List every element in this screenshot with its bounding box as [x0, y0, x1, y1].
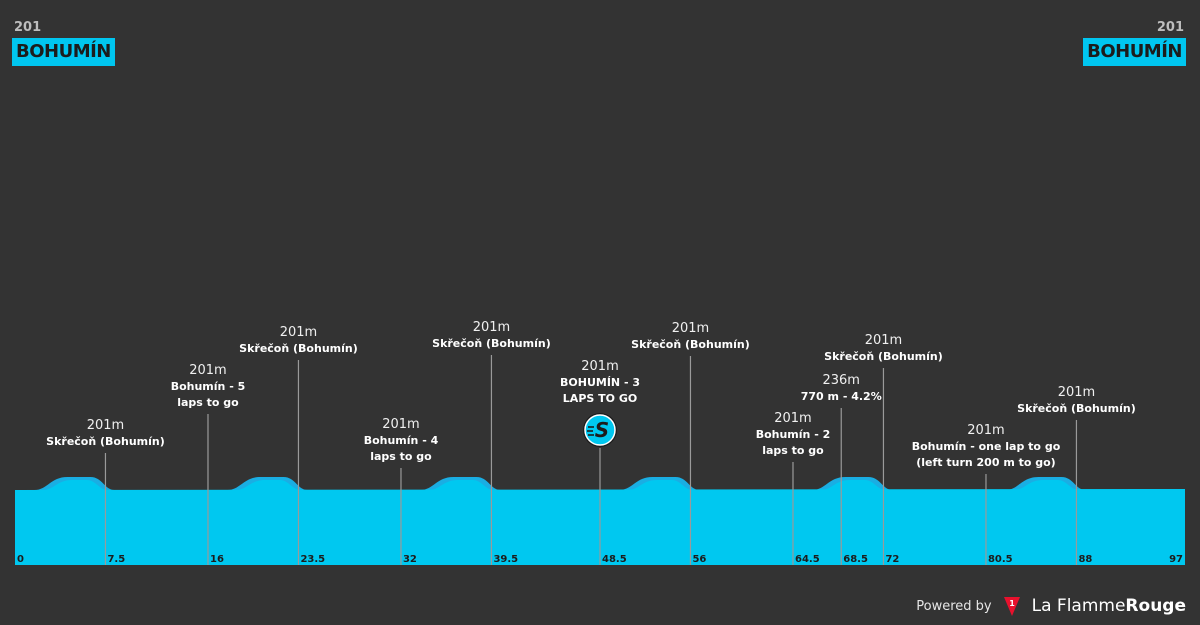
- annotation-label: Bohumín - 4: [364, 434, 439, 447]
- annotation-altitude: 201m: [382, 417, 419, 432]
- elevation-profile-chart: 201m Skřečoň (Bohumín) 201m Bohumín - 5 laps…: [15, 320, 1185, 565]
- brand-name-bold: Rouge: [1125, 596, 1186, 616]
- annotation-label: Bohumín - 5: [171, 380, 246, 393]
- hills-layer: [34, 477, 1086, 490]
- annotation-2: 201m Skřečoň (Bohumín): [239, 325, 358, 565]
- footer: Powered by 1 La FlammeRouge: [916, 595, 1186, 617]
- annotation-label: laps to go: [177, 396, 239, 409]
- annotation-label: laps to go: [762, 444, 824, 457]
- annotation-altitude: 201m: [581, 359, 618, 374]
- annotation-label: Skřečoň (Bohumín): [824, 350, 943, 363]
- x-axis-ticks: 0 7.5 16 23.5 32 39.5 48.5 56 64.5 68.5 72 80.5 88 97: [17, 554, 1183, 565]
- annotation-label: Skřečoň (Bohumín): [1017, 402, 1136, 415]
- x-tick-label: 80.5: [988, 554, 1013, 565]
- annotation-4: 201m Skřečoň (Bohumín): [432, 320, 551, 565]
- annotation-6: 201m Skřečoň (Bohumín): [631, 321, 750, 565]
- x-tick-label: 0: [17, 554, 24, 565]
- powered-by-text: Powered by: [916, 598, 992, 614]
- annotation-label: BOHUMÍN - 3: [560, 376, 640, 389]
- annotation-altitude: 201m: [967, 423, 1004, 438]
- x-tick-label: 97: [1169, 554, 1183, 565]
- x-tick-label: 64.5: [795, 554, 820, 565]
- annotation-11: 201m Skřečoň (Bohumín): [1017, 385, 1136, 565]
- annotation-10: 201m Bohumín - one lap to go (left turn 20…: [912, 423, 1061, 565]
- annotation-altitude: 201m: [473, 320, 510, 335]
- climb-hill-top-4: [820, 480, 887, 490]
- start-location-label: BOHUMÍN: [12, 38, 115, 66]
- annotation-label: Bohumín - one lap to go: [912, 440, 1061, 453]
- annotation-label: 770 m - 4.2%: [801, 390, 882, 403]
- x-tick-label: 7.5: [107, 554, 125, 565]
- markers-layer: 201m Skřečoň (Bohumín) 201m Bohumín - 5 laps…: [46, 320, 1136, 565]
- climb-hill-top-5: [1013, 480, 1080, 490]
- annotation-label: Skřečoň (Bohumín): [239, 342, 358, 355]
- annotation-altitude: 201m: [280, 325, 317, 340]
- climb-hill-top-1: [235, 480, 302, 490]
- annotation-0: 201m Skřečoň (Bohumín): [46, 418, 165, 565]
- annotation-label: Bohumín - 2: [756, 428, 831, 441]
- annotation-altitude: 201m: [865, 333, 902, 348]
- x-tick-label: 16: [210, 554, 224, 565]
- annotation-8: 236m 770 m - 4.2%: [801, 373, 882, 565]
- finish-location-label: BOHUMÍN: [1083, 38, 1186, 66]
- annotation-9: 201m Skřečoň (Bohumín): [824, 333, 943, 565]
- brand-name: La FlammeRouge: [1032, 596, 1186, 616]
- finish-altitude: 201: [1156, 20, 1184, 35]
- sprint-icon: S: [583, 413, 617, 447]
- brand-name-light: La Flamme: [1031, 596, 1126, 616]
- annotation-altitude: 201m: [1058, 385, 1095, 400]
- annotation-1: 201m Bohumín - 5 laps to go: [171, 363, 246, 565]
- start-altitude: 201: [14, 20, 42, 35]
- x-tick-label: 88: [1078, 554, 1092, 565]
- x-tick-label: 32: [403, 554, 417, 565]
- x-tick-label: 68.5: [843, 554, 868, 565]
- annotation-label: Skřečoň (Bohumín): [432, 337, 551, 350]
- annotation-label: Skřečoň (Bohumín): [631, 338, 750, 351]
- annotation-label: LAPS TO GO: [563, 392, 637, 405]
- annotation-7: 201m Bohumín - 2 laps to go: [756, 411, 831, 565]
- flame-rouge-logo-icon: 1: [1003, 597, 1020, 616]
- x-tick-label: 48.5: [602, 554, 627, 565]
- annotation-label: Skřečoň (Bohumín): [46, 435, 165, 448]
- annotation-altitude: 201m: [774, 411, 811, 426]
- annotation-label: laps to go: [370, 450, 432, 463]
- climb-hill-top-0: [42, 480, 109, 490]
- x-tick-label: 23.5: [300, 554, 325, 565]
- annotation-altitude: 201m: [87, 418, 124, 433]
- annotation-3: 201m Bohumín - 4 laps to go: [364, 417, 439, 565]
- annotation-5: 201m BOHUMÍN - 3 LAPS TO GO S: [560, 359, 640, 565]
- climb-hill-top-2: [428, 480, 495, 490]
- annotation-altitude: 236m: [822, 373, 859, 388]
- x-tick-label: 39.5: [493, 554, 518, 565]
- annotation-label: (left turn 200 m to go): [916, 456, 1056, 469]
- annotation-altitude: 201m: [672, 321, 709, 336]
- annotation-altitude: 201m: [189, 363, 226, 378]
- svg-text:S: S: [595, 418, 609, 442]
- x-tick-label: 56: [692, 554, 706, 565]
- x-tick-label: 72: [885, 554, 899, 565]
- svg-text:1: 1: [1009, 599, 1015, 608]
- climb-hill-top-3: [627, 480, 694, 490]
